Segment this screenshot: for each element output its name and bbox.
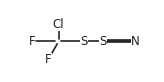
Text: F: F xyxy=(29,35,35,48)
Text: S: S xyxy=(80,35,88,48)
Text: F: F xyxy=(45,53,52,66)
Text: Cl: Cl xyxy=(53,19,64,31)
Text: S: S xyxy=(99,35,107,48)
Text: N: N xyxy=(131,35,139,48)
